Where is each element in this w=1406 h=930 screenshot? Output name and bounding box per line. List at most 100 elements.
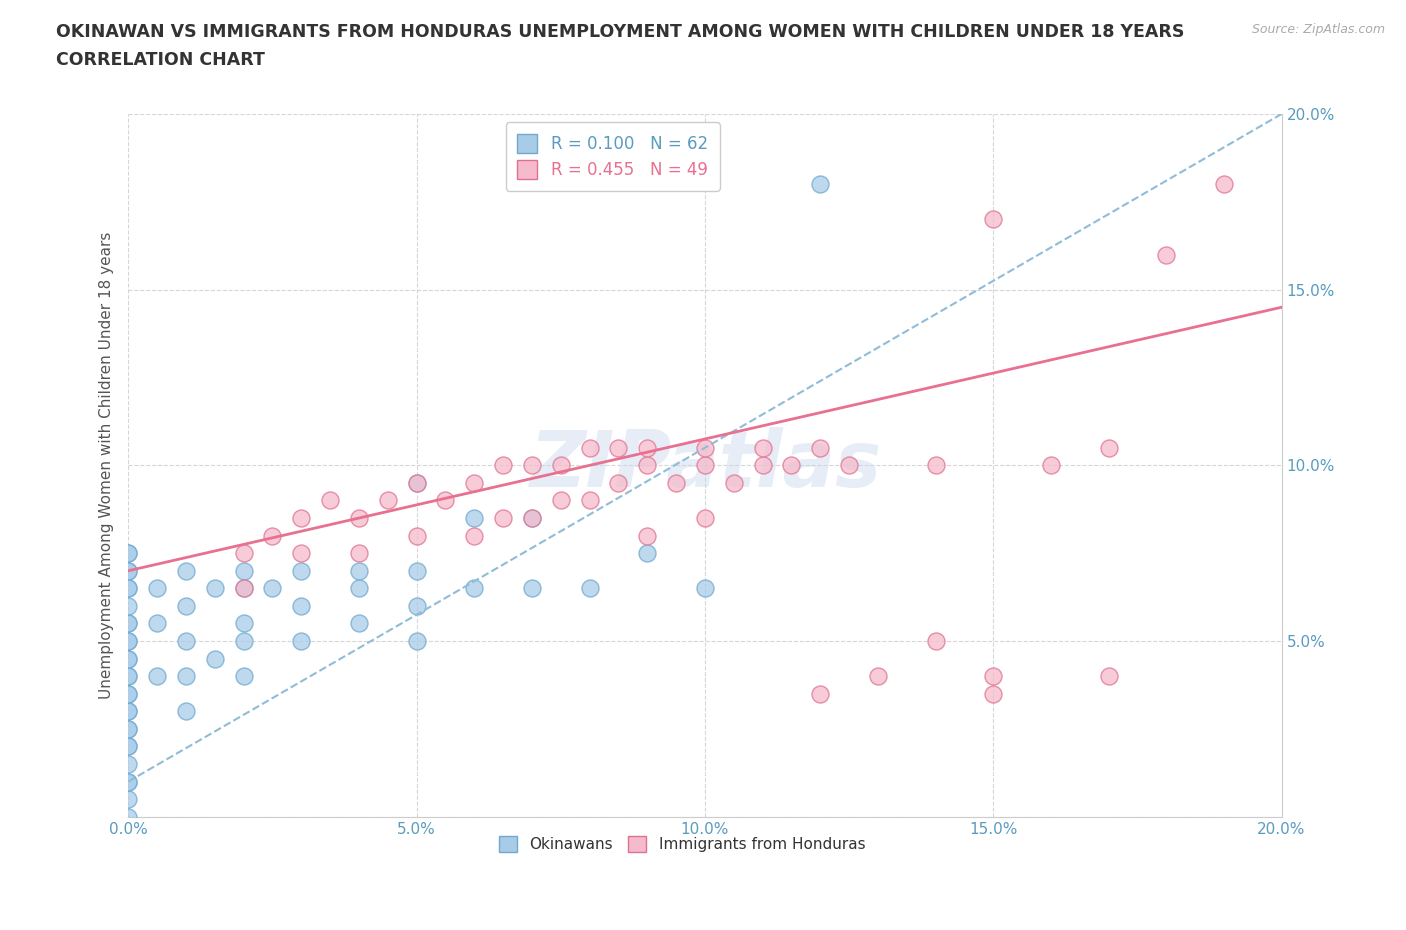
Point bbox=[377, 493, 399, 508]
Point bbox=[693, 440, 716, 455]
Point bbox=[924, 458, 946, 472]
Point bbox=[117, 757, 139, 772]
Point bbox=[117, 722, 139, 737]
Point bbox=[1097, 440, 1119, 455]
Point bbox=[1097, 669, 1119, 684]
Point bbox=[463, 581, 485, 596]
Text: ZIPatlas: ZIPatlas bbox=[529, 428, 882, 503]
Point bbox=[636, 546, 658, 561]
Point bbox=[232, 581, 254, 596]
Point bbox=[665, 475, 688, 490]
Point bbox=[117, 651, 139, 666]
Point bbox=[117, 599, 139, 614]
Point bbox=[117, 633, 139, 648]
Point bbox=[347, 616, 370, 631]
Point bbox=[492, 458, 515, 472]
Point bbox=[520, 458, 543, 472]
Point bbox=[780, 458, 803, 472]
Point bbox=[146, 581, 169, 596]
Text: OKINAWAN VS IMMIGRANTS FROM HONDURAS UNEMPLOYMENT AMONG WOMEN WITH CHILDREN UNDE: OKINAWAN VS IMMIGRANTS FROM HONDURAS UNE… bbox=[56, 23, 1185, 41]
Point bbox=[693, 458, 716, 472]
Point bbox=[866, 669, 889, 684]
Point bbox=[463, 511, 485, 525]
Point bbox=[405, 633, 427, 648]
Point bbox=[174, 669, 197, 684]
Point bbox=[117, 616, 139, 631]
Point bbox=[578, 493, 600, 508]
Point bbox=[550, 493, 572, 508]
Point bbox=[117, 739, 139, 754]
Point bbox=[981, 669, 1004, 684]
Point bbox=[520, 511, 543, 525]
Point bbox=[262, 528, 284, 543]
Point bbox=[636, 528, 658, 543]
Point bbox=[981, 212, 1004, 227]
Point bbox=[117, 669, 139, 684]
Point bbox=[636, 458, 658, 472]
Point bbox=[405, 564, 427, 578]
Point bbox=[117, 739, 139, 754]
Point bbox=[117, 704, 139, 719]
Point bbox=[232, 564, 254, 578]
Point bbox=[723, 475, 745, 490]
Point bbox=[232, 616, 254, 631]
Point bbox=[1154, 247, 1177, 262]
Point bbox=[117, 633, 139, 648]
Point bbox=[117, 581, 139, 596]
Point bbox=[146, 616, 169, 631]
Point bbox=[117, 809, 139, 824]
Point bbox=[405, 599, 427, 614]
Point bbox=[693, 511, 716, 525]
Point bbox=[924, 633, 946, 648]
Point bbox=[693, 581, 716, 596]
Point bbox=[405, 475, 427, 490]
Point bbox=[146, 669, 169, 684]
Point bbox=[117, 546, 139, 561]
Point bbox=[1039, 458, 1062, 472]
Point bbox=[636, 440, 658, 455]
Legend: Okinawans, Immigrants from Honduras: Okinawans, Immigrants from Honduras bbox=[492, 830, 872, 858]
Point bbox=[117, 581, 139, 596]
Point bbox=[117, 651, 139, 666]
Text: Source: ZipAtlas.com: Source: ZipAtlas.com bbox=[1251, 23, 1385, 36]
Point bbox=[117, 791, 139, 806]
Point bbox=[808, 177, 831, 192]
Point bbox=[347, 581, 370, 596]
Point bbox=[290, 546, 312, 561]
Point bbox=[492, 511, 515, 525]
Point bbox=[838, 458, 860, 472]
Point bbox=[578, 581, 600, 596]
Point bbox=[174, 564, 197, 578]
Y-axis label: Unemployment Among Women with Children Under 18 years: Unemployment Among Women with Children U… bbox=[100, 232, 114, 699]
Point bbox=[607, 475, 630, 490]
Point bbox=[204, 581, 226, 596]
Point bbox=[117, 546, 139, 561]
Point bbox=[117, 722, 139, 737]
Point bbox=[117, 564, 139, 578]
Point bbox=[520, 511, 543, 525]
Point bbox=[117, 774, 139, 789]
Point bbox=[262, 581, 284, 596]
Point bbox=[808, 686, 831, 701]
Point bbox=[550, 458, 572, 472]
Point bbox=[204, 651, 226, 666]
Point bbox=[117, 616, 139, 631]
Point bbox=[117, 669, 139, 684]
Point bbox=[174, 599, 197, 614]
Point bbox=[520, 581, 543, 596]
Point bbox=[232, 669, 254, 684]
Point bbox=[319, 493, 342, 508]
Point bbox=[463, 528, 485, 543]
Point bbox=[174, 633, 197, 648]
Point bbox=[405, 528, 427, 543]
Point bbox=[405, 475, 427, 490]
Point bbox=[290, 633, 312, 648]
Point bbox=[607, 440, 630, 455]
Point bbox=[232, 633, 254, 648]
Point bbox=[347, 564, 370, 578]
Point bbox=[981, 686, 1004, 701]
Point bbox=[347, 511, 370, 525]
Point bbox=[117, 686, 139, 701]
Point bbox=[232, 581, 254, 596]
Point bbox=[1212, 177, 1234, 192]
